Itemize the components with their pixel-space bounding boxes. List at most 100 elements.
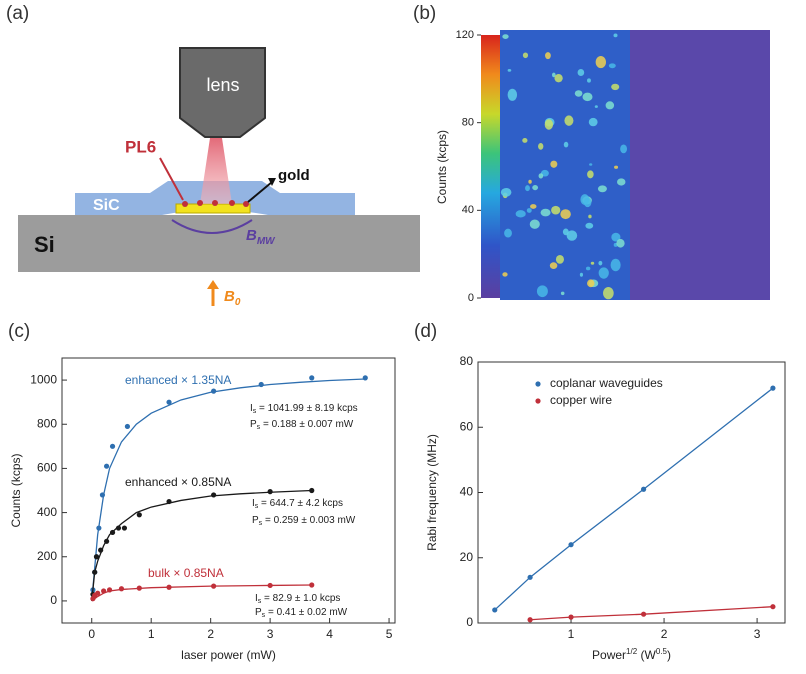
map-spot [598,260,603,266]
map-spot [620,144,628,154]
gold-label: gold [278,167,310,184]
map-spot [554,73,563,83]
series-line [494,387,774,611]
gold-arrowhead [268,178,276,186]
map-spot [560,291,565,296]
x-tick-label: 1 [148,627,155,641]
map-spot [550,160,558,168]
data-point [267,489,273,495]
bmw-subscript: MW [257,236,276,247]
data-point [362,375,368,381]
legend-marker [535,398,541,404]
subscript: s [262,612,266,619]
si-substrate [18,215,420,272]
data-point [527,617,533,623]
map-spot [544,119,554,130]
legend-marker [535,381,541,387]
y-tick-label: 800 [37,416,57,430]
data-point [103,538,110,544]
x-tick-label: 3 [267,627,274,641]
data-point [109,443,116,449]
bmw-symbol: B [246,227,257,244]
map-spot [588,117,598,127]
data-point [211,492,217,498]
data-point [166,498,172,505]
fit-parameter: Is = 644.7 ± 4.2 kcps [252,498,343,510]
map-spot [611,232,621,242]
value: = 644.7 ± 4.2 kcps [258,498,343,509]
sic-label: SiC [93,197,120,214]
panel-label: (b) [413,3,436,24]
x-axis-label-part: 1/2 [626,647,638,656]
x-tick-label: 1 [568,627,575,641]
map-spot [590,261,595,265]
map-spot [532,184,539,191]
fit-parameter: Ps = 0.259 ± 0.003 mW [252,515,356,527]
y-tick-label: 40 [460,485,474,499]
data-point [95,590,101,596]
map-spot [605,101,615,110]
data-point [258,381,264,388]
map-spot [610,258,621,272]
chart: (c) 0 1 2 3 4 5 0 200 400 600 800 1000 Counts (kcps) l… [8,321,396,662]
map-spot [566,230,578,241]
colorbar-tick-label: 40 [462,204,474,216]
x-axis-label-part: Power [592,648,626,662]
y-tick-label: 200 [37,549,57,563]
data-point [121,525,128,531]
panel-label: (c) [8,321,30,342]
map-spot [522,138,528,143]
data-point [115,525,122,531]
data-point [166,399,172,405]
map-spot [500,188,512,197]
map-spot [528,179,532,184]
data-point [527,574,533,580]
pl6-defects [182,200,249,207]
map-spot [555,255,564,264]
pl-map: (b) Counts (kcps) 0 40 80 120 [413,3,770,304]
pl6-arrow [159,157,184,201]
colorbar-tick-label: 80 [462,117,474,129]
colorbar [481,35,500,298]
colorbar-tick-label: 120 [456,29,474,41]
map-spot [587,170,594,179]
map-spot [585,222,594,229]
series-label: enhanced × 0.85NA [125,475,231,489]
data-point [96,525,102,531]
map-spot [540,208,551,217]
value: = 0.188 ± 0.007 mW [260,419,354,430]
data-point [211,583,217,589]
series-label: enhanced × 1.35NA [125,373,231,387]
subscript: s [258,598,262,605]
data-point [770,385,776,391]
data-point [640,486,647,492]
series-label: bulk × 0.85NA [148,566,224,580]
symbol: P [252,515,259,526]
map-spot [538,143,544,150]
map-spot [579,272,584,277]
b0-symbol: B [224,288,235,305]
data-point [770,604,776,610]
diagram: (a) lens PL6 gold SiC Si BMW B0 [6,3,420,308]
map-spot [587,279,595,288]
map-spot [562,228,569,236]
map-spot [502,272,508,277]
data-point [93,554,100,560]
laser-beam [200,138,232,204]
plot-frame [477,361,786,624]
chart: (d) 1 2 3 0 20 40 60 80 Rabi frequency (MHz) Power… [414,321,786,662]
colorbar-label: Counts (kcps) [435,130,449,204]
y-tick-label: 80 [460,354,474,368]
map-spot [577,68,585,77]
y-axis-label: Counts (kcps) [9,453,23,527]
map-spot [522,52,529,59]
map-spot [551,205,561,215]
b0-label: B0 [224,288,241,308]
pl6-label: PL6 [125,137,156,156]
y-tick-label: 600 [37,461,57,475]
symbol: I [252,498,255,509]
map-spot [563,141,569,148]
subscript: s [255,503,259,510]
map-spot [507,88,518,101]
bmw-label: BMW [246,227,276,247]
